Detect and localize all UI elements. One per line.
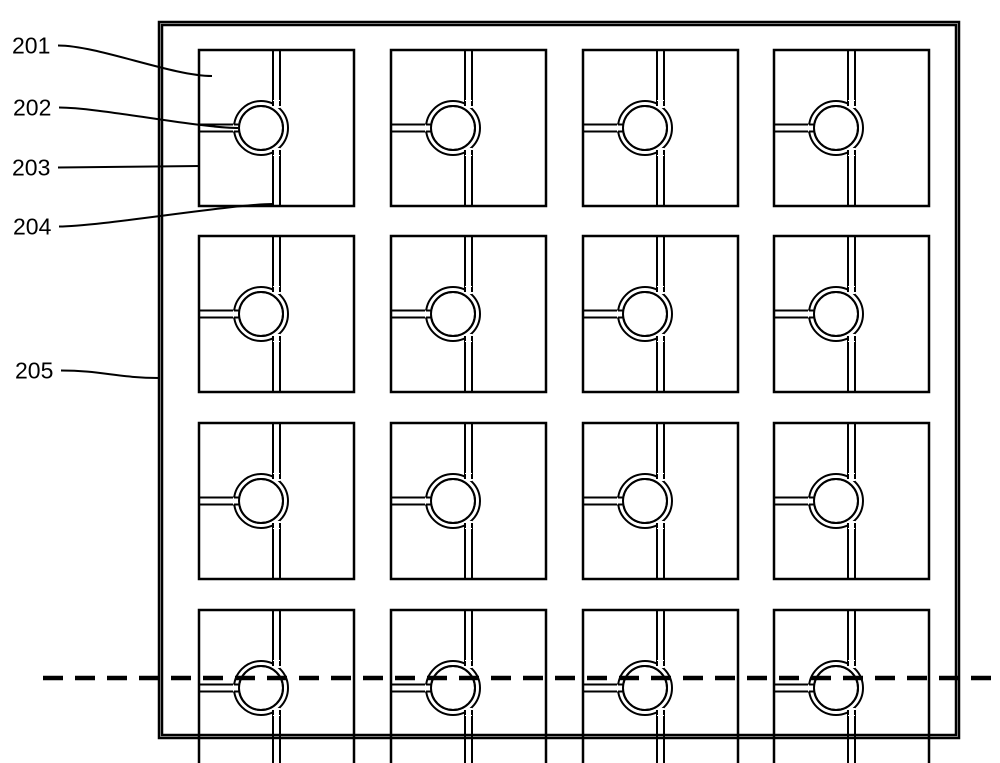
board-inner [162, 25, 956, 735]
unit-cell [199, 610, 354, 763]
unit-cell-array-diagram: 201 202 203 204 205 [0, 0, 1000, 763]
label-201: 201 [12, 33, 50, 59]
unit-cell [391, 236, 546, 392]
unit-cell [774, 50, 929, 206]
leader-204 [59, 204, 273, 227]
unit-cell [774, 236, 929, 392]
unit-cell [391, 610, 546, 763]
label-204: 204 [13, 214, 52, 240]
unit-cell [583, 610, 738, 763]
unit-cell [583, 236, 738, 392]
label-203: 203 [12, 155, 50, 181]
unit-cell [583, 423, 738, 579]
label-205: 205 [15, 358, 53, 384]
unit-cell [391, 423, 546, 579]
unit-cell [583, 50, 738, 206]
unit-cell [391, 50, 546, 206]
unit-cell [774, 610, 929, 763]
unit-cell [199, 423, 354, 579]
unit-cell [199, 236, 354, 392]
leader-205 [61, 371, 159, 379]
leader-201 [58, 46, 212, 77]
label-202: 202 [13, 95, 51, 121]
unit-cell [774, 423, 929, 579]
leader-203 [58, 166, 200, 168]
